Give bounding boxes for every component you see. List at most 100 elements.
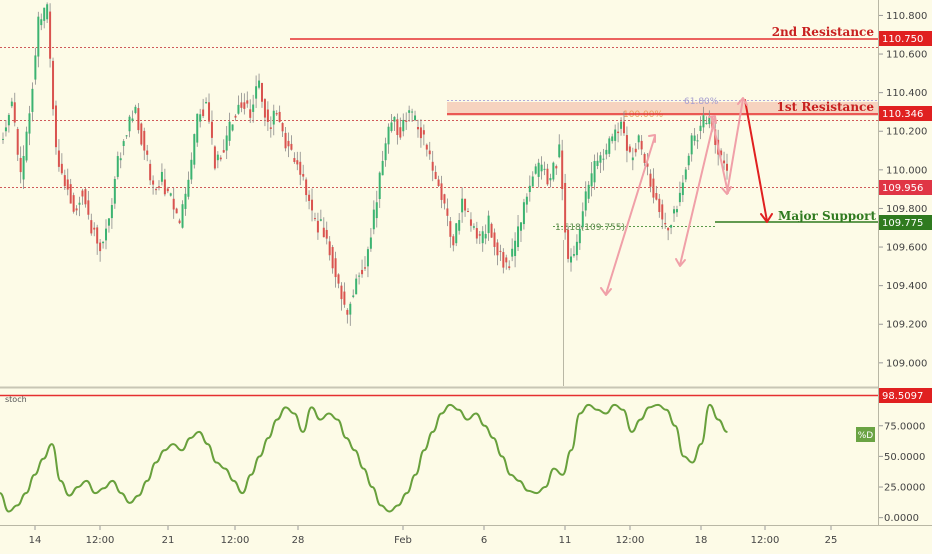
candle-body [78, 202, 81, 205]
candle-body [555, 166, 558, 169]
candle-body [260, 82, 263, 102]
candle-body [143, 130, 146, 151]
candle-body [396, 119, 399, 136]
candle-body [567, 229, 570, 259]
label-major-support: Major Support [778, 209, 876, 223]
candle-body [343, 291, 346, 305]
candle-body [687, 155, 690, 166]
stoch-point [224, 467, 226, 470]
time-axis[interactable] [0, 526, 932, 550]
candle-body [364, 267, 366, 269]
stoch-point [492, 437, 495, 439]
candle-body [475, 228, 478, 239]
candle-body [505, 257, 508, 263]
time-tick-label: 21 [162, 535, 175, 546]
candle-body [611, 136, 614, 142]
stoch-tick-label: 75.0000 [884, 421, 925, 432]
stoch-point [717, 418, 720, 421]
stoch-d-badge[interactable]: %D [856, 427, 875, 442]
price-tick-label: 110.600 [886, 50, 927, 61]
candle-body [287, 140, 290, 147]
stoch-point [0, 492, 1, 494]
candle-body [675, 209, 678, 213]
candle-body [225, 135, 228, 151]
stoch-point [708, 404, 711, 406]
arrow-head-3 [675, 258, 686, 267]
candle-body [658, 198, 661, 213]
stoch-point [77, 486, 79, 488]
time-tick-label: 12:00 [221, 535, 250, 546]
fib-618-label: 61.80% [684, 97, 719, 107]
candle-body [411, 111, 414, 113]
stoch-point [726, 431, 728, 433]
badge-stoch-value: 98.5097 [879, 388, 932, 403]
stoch-point [553, 467, 555, 470]
candle-body [508, 266, 511, 269]
stoch-point [440, 412, 443, 415]
candle-body [369, 237, 372, 249]
candle-body [352, 295, 355, 297]
candle-body [643, 153, 646, 163]
candle-body [570, 256, 573, 263]
time-tick-label: Feb [394, 535, 412, 546]
candle-body [652, 178, 655, 198]
time-tick-label: 25 [825, 535, 838, 546]
candle-body [493, 232, 496, 247]
stoch-point [284, 406, 287, 409]
candle-body [102, 241, 105, 244]
stoch-point [146, 480, 148, 482]
time-tick-label: 28 [292, 535, 305, 546]
stoch-point [674, 424, 676, 427]
candle-body [625, 135, 628, 151]
stoch-point [241, 492, 244, 494]
candle-body [546, 168, 549, 185]
candle-body [128, 116, 131, 132]
candle-body [331, 247, 334, 269]
candle-body [293, 158, 296, 162]
candle-body [299, 161, 302, 175]
stoch-point [276, 418, 278, 421]
stoch-point [397, 504, 399, 507]
candle-body [349, 303, 352, 315]
candle-body [246, 100, 249, 104]
candle-body [119, 158, 122, 161]
candle-body [502, 252, 505, 268]
candle-body [105, 228, 108, 241]
candle-body [590, 173, 593, 187]
candle-body [87, 200, 90, 215]
candle-body [240, 102, 243, 108]
stoch-point [639, 418, 642, 421]
candle-body [428, 150, 431, 155]
candle-body [649, 173, 652, 187]
badge-2nd-resistance: 110.750 [879, 31, 932, 46]
candle-body [381, 160, 384, 176]
candle-body [66, 179, 69, 190]
candle-body [661, 204, 664, 220]
stoch-point [630, 431, 633, 433]
price-axis[interactable] [879, 0, 932, 525]
candle-body [22, 156, 25, 180]
candle-body [213, 146, 216, 169]
candle-body [311, 199, 314, 211]
stoch-tick-label: 0.0000 [884, 513, 919, 524]
candle-body [181, 204, 184, 228]
candle-body [422, 130, 425, 135]
candle-body [419, 127, 422, 139]
candle-body [593, 160, 596, 183]
stoch-point [405, 492, 408, 494]
candle-body [670, 224, 673, 228]
candle-body [517, 226, 520, 248]
candle-body [99, 242, 102, 252]
projection-arrows [600, 97, 773, 296]
candlestick-series[interactable] [2, 2, 728, 326]
stoch-point [103, 487, 105, 490]
candle-body [75, 208, 78, 211]
candle-body [584, 191, 587, 211]
price-panel [0, 0, 878, 386]
candle-body [152, 180, 155, 185]
candle-body [249, 109, 252, 118]
candle-body [361, 269, 364, 275]
fib-resistance-zone [447, 102, 878, 116]
